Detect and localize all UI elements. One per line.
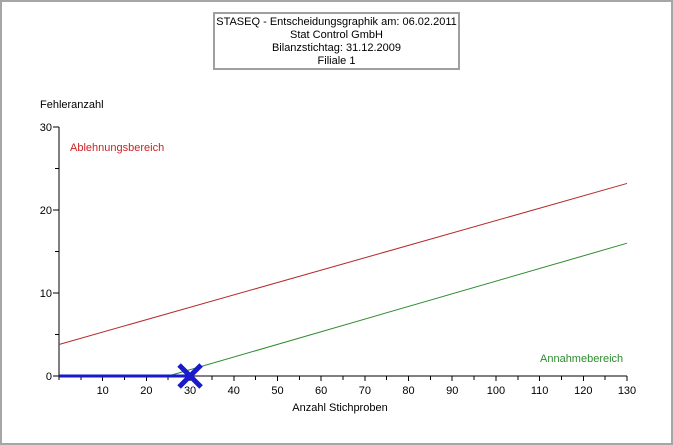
rejection-line — [58, 182, 628, 345]
acceptance-line — [168, 242, 628, 377]
y-tick-label: 0 — [46, 371, 52, 383]
x-tick-label: 30 — [184, 385, 196, 397]
x-tick-label: 120 — [574, 385, 592, 397]
chart-title-box: STASEQ - Entscheidungsgraphik am: 06.02.… — [213, 12, 460, 70]
x-tick-label: 130 — [618, 385, 636, 397]
title-line-company: Stat Control GmbH — [290, 29, 383, 41]
title-line-balance-date: Bilanzstichtag: 31.12.2009 — [271, 42, 402, 54]
y-tick-label: 20 — [40, 205, 52, 217]
title-line-branch: Filiale 1 — [317, 55, 356, 67]
x-tick-label: 100 — [487, 385, 505, 397]
y-tick-label: 30 — [40, 122, 52, 134]
x-tick-label: 70 — [359, 385, 371, 397]
title-line-app-date: STASEQ - Entscheidungsgraphik am: 06.02.… — [216, 16, 457, 28]
y-axis-title: Fehleranzahl — [40, 99, 104, 111]
x-tick-label: 50 — [271, 385, 283, 397]
x-tick-label: 60 — [315, 385, 327, 397]
acceptance-region-label: Annahmebereich — [540, 353, 624, 365]
x-tick-label: 90 — [446, 385, 458, 397]
y-tick-label: 10 — [40, 288, 52, 300]
x-tick-label: 110 — [531, 385, 549, 397]
x-tick-label: 80 — [402, 385, 414, 397]
x-axis-title: Anzahl Stichproben — [292, 402, 388, 414]
x-tick-label: 20 — [140, 385, 152, 397]
x-tick-label: 10 — [97, 385, 109, 397]
current-position-marker — [177, 363, 203, 389]
x-tick-label: 40 — [228, 385, 240, 397]
rejection-region-label: Ablehnungsbereich — [70, 142, 165, 154]
